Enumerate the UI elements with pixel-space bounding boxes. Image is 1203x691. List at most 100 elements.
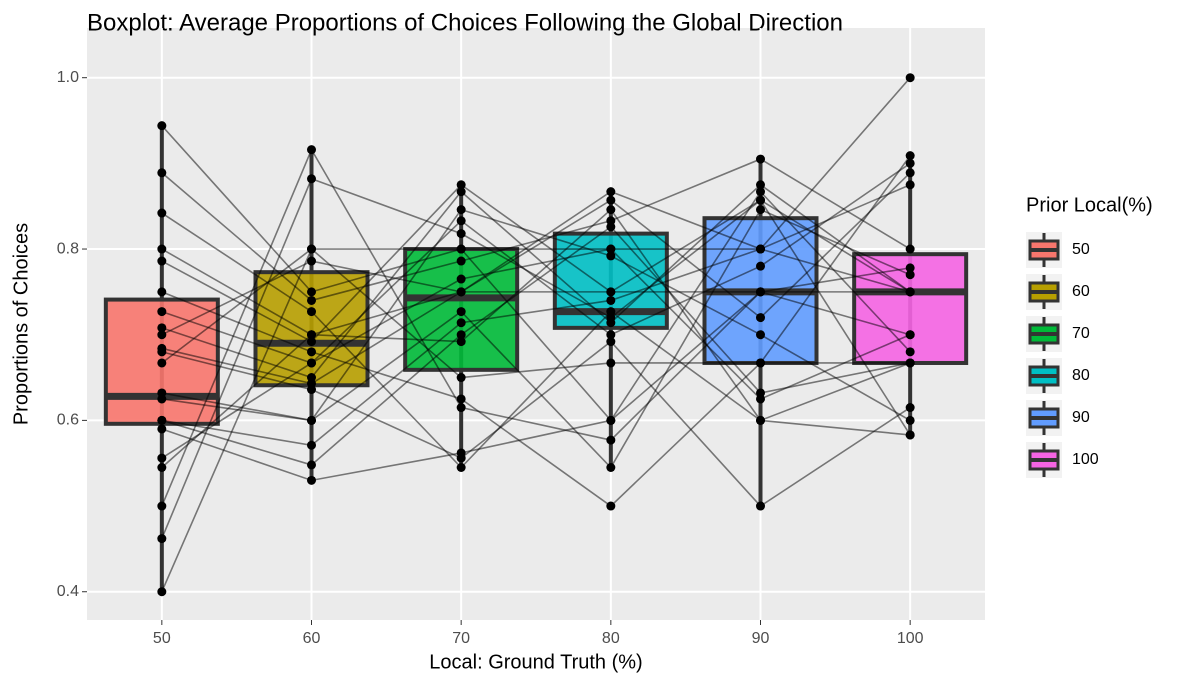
point <box>157 244 167 254</box>
x-tick-label: 80 <box>602 630 620 647</box>
point <box>157 168 167 178</box>
connector-line <box>161 208 911 422</box>
point <box>157 307 167 317</box>
point <box>606 415 616 425</box>
connector-line <box>161 208 911 469</box>
point <box>307 145 316 155</box>
connector-line <box>161 162 911 459</box>
point <box>756 205 765 215</box>
x-tick-label: 100 <box>897 630 924 647</box>
x-tick-label: 50 <box>153 630 171 647</box>
point <box>606 501 616 511</box>
legend-label: 80 <box>1072 367 1090 384</box>
point <box>307 415 316 425</box>
point <box>157 323 167 333</box>
point <box>456 307 466 317</box>
y-tick-label: 0.4 <box>57 583 79 600</box>
point <box>905 73 915 83</box>
point <box>157 587 167 597</box>
legend-label: 60 <box>1072 283 1090 300</box>
y-tick-label: 0.6 <box>57 412 79 429</box>
point <box>456 373 466 383</box>
point <box>606 463 616 473</box>
x-axis-label: Local: Ground Truth (%) <box>429 651 642 673</box>
point <box>905 151 915 161</box>
connector-line <box>161 125 911 422</box>
y-tick-label: 1.0 <box>57 69 79 86</box>
point <box>905 415 915 425</box>
point <box>905 403 915 413</box>
point <box>157 358 167 368</box>
point <box>756 180 765 190</box>
point <box>905 244 915 254</box>
point <box>606 358 616 368</box>
point <box>905 358 915 368</box>
connector-line <box>161 340 911 508</box>
point <box>606 435 616 445</box>
point <box>307 475 316 485</box>
legend-label: 90 <box>1072 409 1090 426</box>
point <box>307 307 316 317</box>
point <box>905 287 915 297</box>
point <box>307 460 316 470</box>
point <box>157 463 167 473</box>
connector-line <box>161 183 911 436</box>
legend-label: 70 <box>1072 325 1090 342</box>
point <box>606 195 616 205</box>
point <box>307 174 316 184</box>
point <box>456 256 466 266</box>
point <box>456 229 466 239</box>
point <box>456 403 466 413</box>
point <box>307 256 316 266</box>
connector-line <box>161 248 911 364</box>
point <box>606 251 616 261</box>
point <box>456 205 466 215</box>
point <box>606 205 616 215</box>
point <box>157 424 167 434</box>
point <box>307 385 316 395</box>
point <box>157 287 167 297</box>
connector-line <box>161 225 911 466</box>
point <box>307 287 316 297</box>
connector-line <box>161 190 911 482</box>
point <box>756 154 765 164</box>
point <box>456 448 466 458</box>
point <box>606 330 616 340</box>
point <box>756 187 765 197</box>
point <box>157 534 167 544</box>
point <box>456 180 466 190</box>
point <box>756 244 765 254</box>
point <box>456 337 466 347</box>
point <box>905 168 915 178</box>
connector-line <box>161 247 911 593</box>
point <box>606 313 616 323</box>
x-tick-label: 60 <box>303 630 321 647</box>
point <box>456 216 466 226</box>
connector-line <box>161 260 911 336</box>
point <box>456 463 466 473</box>
point <box>905 158 915 168</box>
y-tick-label: 0.8 <box>57 240 79 257</box>
point <box>307 440 316 450</box>
x-tick-label: 90 <box>752 630 770 647</box>
point <box>157 415 167 425</box>
connector-line <box>161 172 911 385</box>
point <box>157 121 167 131</box>
point <box>157 347 167 357</box>
point <box>456 394 466 404</box>
point <box>756 501 765 511</box>
chart-title: Boxplot: Average Proportions of Choices … <box>87 9 843 36</box>
point <box>157 501 167 511</box>
legend-label: 50 <box>1072 241 1090 258</box>
point <box>307 330 316 340</box>
connector-line <box>161 155 911 508</box>
point <box>157 394 167 404</box>
x-tick-label: 70 <box>452 630 470 647</box>
connector-line <box>161 177 911 539</box>
point <box>157 453 167 463</box>
point <box>456 244 466 254</box>
point <box>307 295 316 305</box>
point <box>456 330 466 340</box>
point <box>905 347 915 357</box>
